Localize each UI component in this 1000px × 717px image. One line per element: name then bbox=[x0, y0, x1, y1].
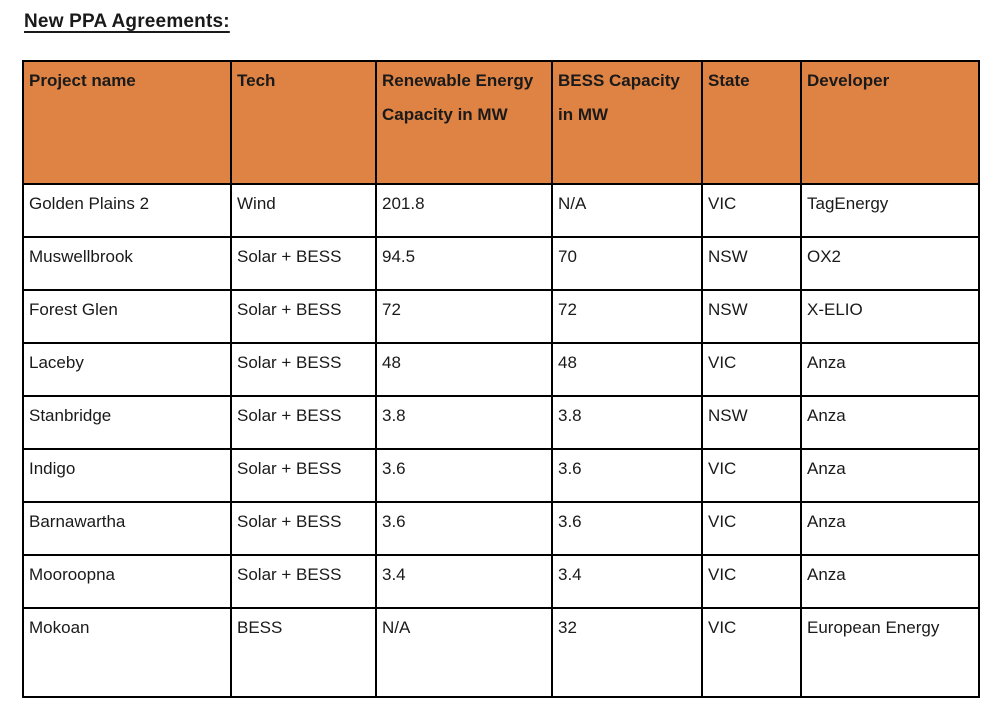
cell-state: VIC bbox=[701, 342, 802, 397]
cell-renewable-capacity: 201.8 bbox=[375, 183, 553, 238]
cell-state: VIC bbox=[701, 554, 802, 609]
table-row: Laceby Solar + BESS 48 48 VIC Anza bbox=[22, 342, 980, 397]
table-row: Barnawartha Solar + BESS 3.6 3.6 VIC Anz… bbox=[22, 501, 980, 556]
cell-renewable-capacity: 3.6 bbox=[375, 501, 553, 556]
cell-tech: Solar + BESS bbox=[230, 554, 377, 609]
cell-tech: Solar + BESS bbox=[230, 501, 377, 556]
table-row: Stanbridge Solar + BESS 3.8 3.8 NSW Anza bbox=[22, 395, 980, 450]
column-header-tech: Tech bbox=[230, 60, 377, 185]
cell-bess-capacity: 48 bbox=[551, 342, 703, 397]
cell-developer: European Energy bbox=[800, 607, 980, 698]
cell-bess-capacity: 72 bbox=[551, 289, 703, 344]
cell-developer: TagEnergy bbox=[800, 183, 980, 238]
cell-developer: X-ELIO bbox=[800, 289, 980, 344]
cell-tech: BESS bbox=[230, 607, 377, 698]
cell-project-name: Muswellbrook bbox=[22, 236, 232, 291]
cell-tech: Solar + BESS bbox=[230, 289, 377, 344]
table-row: Mooroopna Solar + BESS 3.4 3.4 VIC Anza bbox=[22, 554, 980, 609]
cell-bess-capacity: 3.6 bbox=[551, 448, 703, 503]
cell-developer: OX2 bbox=[800, 236, 980, 291]
cell-project-name: Barnawartha bbox=[22, 501, 232, 556]
cell-state: VIC bbox=[701, 607, 802, 698]
cell-renewable-capacity: 72 bbox=[375, 289, 553, 344]
table-header-row: Project name Tech Renewable Energy Capac… bbox=[22, 60, 980, 185]
cell-project-name: Forest Glen bbox=[22, 289, 232, 344]
cell-tech: Solar + BESS bbox=[230, 342, 377, 397]
cell-developer: Anza bbox=[800, 448, 980, 503]
cell-renewable-capacity: 3.6 bbox=[375, 448, 553, 503]
cell-developer: Anza bbox=[800, 554, 980, 609]
cell-project-name: Mokoan bbox=[22, 607, 232, 698]
cell-project-name: Mooroopna bbox=[22, 554, 232, 609]
cell-bess-capacity: N/A bbox=[551, 183, 703, 238]
cell-developer: Anza bbox=[800, 342, 980, 397]
table-row: Mokoan BESS N/A 32 VIC European Energy bbox=[22, 607, 980, 698]
cell-renewable-capacity: 94.5 bbox=[375, 236, 553, 291]
table-row: Muswellbrook Solar + BESS 94.5 70 NSW OX… bbox=[22, 236, 980, 291]
cell-tech: Solar + BESS bbox=[230, 395, 377, 450]
table-body: Golden Plains 2 Wind 201.8 N/A VIC TagEn… bbox=[22, 183, 980, 698]
cell-bess-capacity: 3.4 bbox=[551, 554, 703, 609]
cell-bess-capacity: 70 bbox=[551, 236, 703, 291]
cell-project-name: Stanbridge bbox=[22, 395, 232, 450]
cell-developer: Anza bbox=[800, 395, 980, 450]
cell-state: VIC bbox=[701, 183, 802, 238]
cell-renewable-capacity: 3.8 bbox=[375, 395, 553, 450]
column-header-renewable-capacity: Renewable Energy Capacity in MW bbox=[375, 60, 553, 185]
cell-state: NSW bbox=[701, 395, 802, 450]
column-header-state: State bbox=[701, 60, 802, 185]
cell-tech: Solar + BESS bbox=[230, 236, 377, 291]
cell-renewable-capacity: 3.4 bbox=[375, 554, 553, 609]
cell-state: NSW bbox=[701, 236, 802, 291]
cell-tech: Solar + BESS bbox=[230, 448, 377, 503]
table-row: Golden Plains 2 Wind 201.8 N/A VIC TagEn… bbox=[22, 183, 980, 238]
cell-bess-capacity: 3.8 bbox=[551, 395, 703, 450]
cell-project-name: Laceby bbox=[22, 342, 232, 397]
cell-state: NSW bbox=[701, 289, 802, 344]
cell-developer: Anza bbox=[800, 501, 980, 556]
cell-tech: Wind bbox=[230, 183, 377, 238]
column-header-project-name: Project name bbox=[22, 60, 232, 185]
cell-state: VIC bbox=[701, 501, 802, 556]
cell-project-name: Indigo bbox=[22, 448, 232, 503]
page-title: New PPA Agreements: bbox=[24, 11, 230, 32]
cell-renewable-capacity: 48 bbox=[375, 342, 553, 397]
cell-bess-capacity: 32 bbox=[551, 607, 703, 698]
column-header-bess-capacity: BESS Capacity in MW bbox=[551, 60, 703, 185]
cell-project-name: Golden Plains 2 bbox=[22, 183, 232, 238]
cell-bess-capacity: 3.6 bbox=[551, 501, 703, 556]
ppa-agreements-table: Project name Tech Renewable Energy Capac… bbox=[22, 60, 980, 698]
cell-state: VIC bbox=[701, 448, 802, 503]
column-header-developer: Developer bbox=[800, 60, 980, 185]
table-row: Indigo Solar + BESS 3.6 3.6 VIC Anza bbox=[22, 448, 980, 503]
cell-renewable-capacity: N/A bbox=[375, 607, 553, 698]
table-row: Forest Glen Solar + BESS 72 72 NSW X-ELI… bbox=[22, 289, 980, 344]
